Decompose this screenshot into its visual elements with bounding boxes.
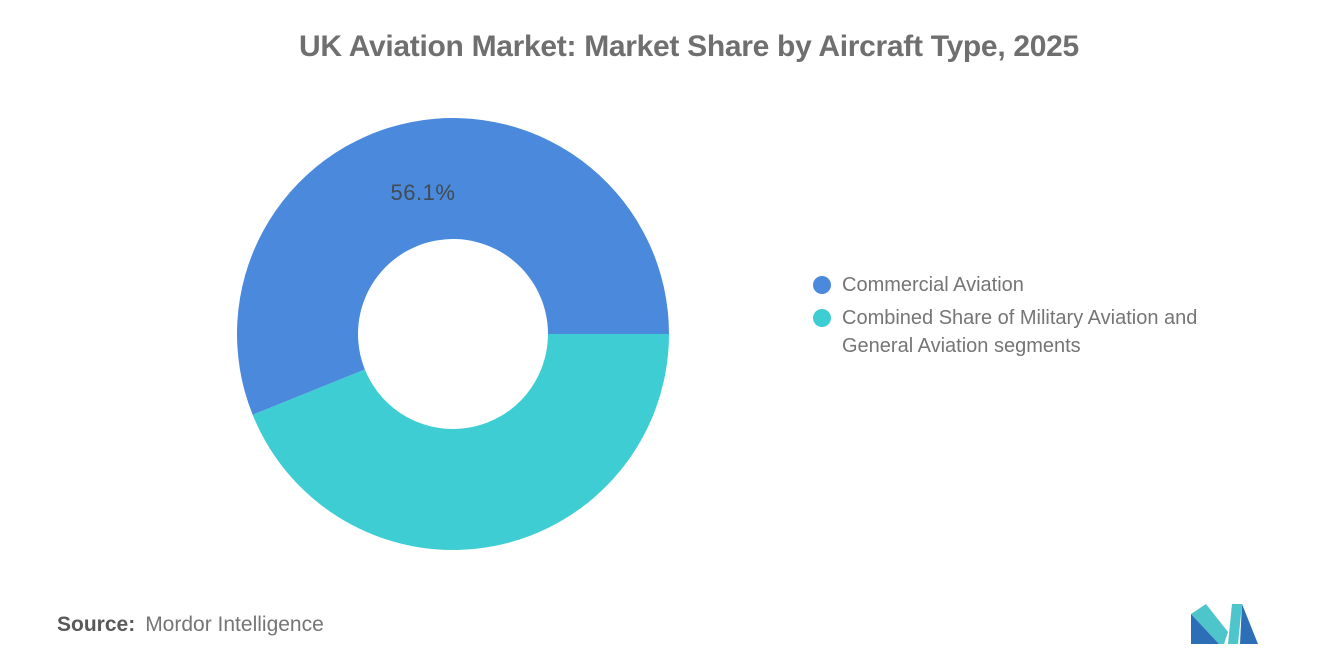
- legend-item-combined-military-general-aviation[interactable]: Combined Share of Military Aviation and …: [813, 304, 1252, 360]
- donut-chart-svg: [237, 118, 670, 551]
- slice-value-label: 56.1%: [390, 180, 456, 205]
- mordor-intelligence-logo: [1191, 604, 1258, 644]
- legend-marker-combined-military-general-aviation-icon: [813, 309, 831, 327]
- legend-label: Combined Share of Military Aviation and …: [842, 307, 1198, 357]
- source-label: Source:: [57, 613, 136, 636]
- logo-left-teal-band: [1191, 604, 1228, 644]
- legend-item-commercial-aviation[interactable]: Commercial Aviation: [813, 271, 1252, 299]
- logo-right-teal-bar: [1228, 604, 1242, 644]
- pie-slice-combined-military-general-aviation[interactable]: [252, 334, 670, 551]
- logo-left-blue-triangle: [1191, 614, 1219, 644]
- legend-label: Commercial Aviation: [842, 274, 1024, 296]
- donut-chart: 56.1%: [223, 104, 683, 564]
- source-line: Source: Mordor Intelligence: [57, 613, 324, 637]
- pie-slice-commercial-aviation[interactable]: [237, 118, 669, 415]
- legend-marker-commercial-aviation-icon: [813, 276, 831, 294]
- chart-title: UK Aviation Market: Market Share by Airc…: [299, 30, 1079, 63]
- source-value: Mordor Intelligence: [145, 613, 324, 636]
- logo-right-blue-stroke: [1240, 604, 1258, 644]
- chart-legend: Commercial Aviation Combined Share of Mi…: [813, 271, 1252, 365]
